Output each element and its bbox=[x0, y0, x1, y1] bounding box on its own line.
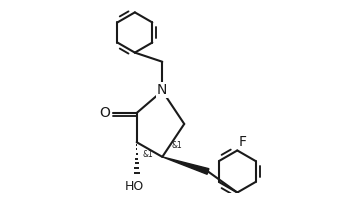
Text: &1: &1 bbox=[142, 150, 153, 159]
Text: O: O bbox=[99, 106, 110, 120]
Polygon shape bbox=[162, 157, 209, 174]
Text: &1: &1 bbox=[171, 140, 182, 150]
Text: HO: HO bbox=[125, 180, 144, 193]
Text: F: F bbox=[239, 135, 247, 149]
Text: N: N bbox=[157, 83, 167, 97]
